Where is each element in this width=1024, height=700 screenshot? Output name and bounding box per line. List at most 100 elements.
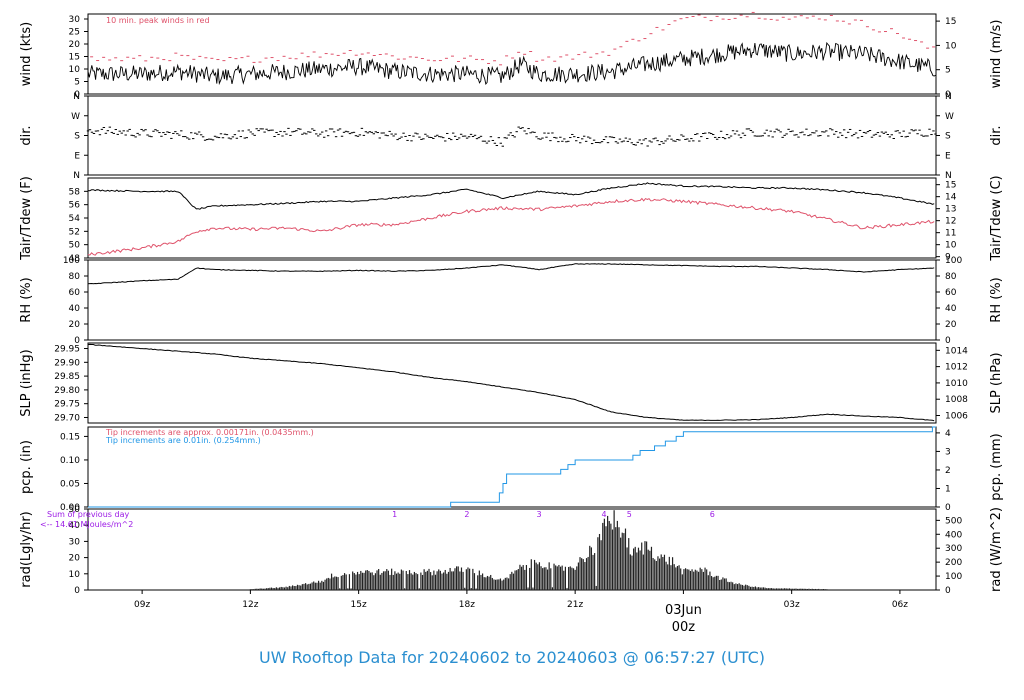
y-tick-label: 20 xyxy=(69,320,81,330)
y-tick-label-right: 100 xyxy=(945,572,962,582)
series-wind-line xyxy=(87,41,936,86)
panel-frame xyxy=(87,426,937,508)
y-tick-label-right: 15 xyxy=(945,181,956,191)
y-tick-label-right: 15 xyxy=(945,17,956,27)
pcp-annotation: Tip increments are 0.01in. (0.254mm.) xyxy=(105,436,261,445)
x-tick-label: 21z xyxy=(567,600,583,610)
rad-marker-label: 5 xyxy=(627,510,632,519)
y-tick-label-right: 3 xyxy=(945,447,951,457)
y-tick-label: 40 xyxy=(69,304,81,314)
y-tick-label-right: 0 xyxy=(945,336,951,346)
y-tick-label: 48 xyxy=(69,254,81,264)
series-tair-line xyxy=(87,182,935,210)
wind-annotation: 10 min. peak winds in red xyxy=(106,16,210,25)
y-tick-label-right: 40 xyxy=(945,304,957,314)
y-axis-title-right: pcp. (mm) xyxy=(989,433,1004,500)
y-tick-label: 0.15 xyxy=(60,432,80,442)
y-tick-label-right: 4 xyxy=(945,429,951,439)
y-tick-label: S xyxy=(74,132,80,142)
x-tick-label: 06z xyxy=(892,600,908,610)
x-day-label: 00z xyxy=(672,620,696,635)
y-tick-label-right: 12 xyxy=(945,217,956,227)
y-tick-label: 58 xyxy=(69,187,81,197)
rad-marker-label: 6 xyxy=(710,510,715,519)
y-tick-label: 25 xyxy=(69,28,80,38)
y-tick-label-right: 1 xyxy=(945,484,951,494)
x-tick-label: 12z xyxy=(242,600,258,610)
y-tick-label: 0.00 xyxy=(60,503,80,513)
rad-annotation: <-- 14.61 MJoules/m^2 xyxy=(40,520,133,529)
x-tick-label: 09z xyxy=(134,600,150,610)
y-tick-label: 54 xyxy=(69,214,81,224)
y-tick-label: 30 xyxy=(69,15,81,25)
y-tick-label-right: 10 xyxy=(945,241,957,251)
y-tick-label-right: 1012 xyxy=(945,363,968,373)
panel-temp: 48 50 52 54 56 58 9 10 11 12 13 14 15 Tair/Tdew (F) Ta… xyxy=(19,175,1004,264)
y-tick-label: 20 xyxy=(69,40,81,50)
y-tick-label: 29.95 xyxy=(54,345,80,355)
y-tick-label: 29.85 xyxy=(54,372,80,382)
series-tdew-line xyxy=(87,197,935,256)
panel-frame xyxy=(87,259,937,341)
y-tick-label-right: 400 xyxy=(945,530,962,540)
y-tick-label: 80 xyxy=(69,272,81,282)
y-tick-label: 30 xyxy=(69,537,81,547)
y-tick-label: 60 xyxy=(69,288,81,298)
y-tick-label: W xyxy=(71,112,80,122)
x-tick-label: 15z xyxy=(351,600,367,610)
y-axis-title-right: wind (m/s) xyxy=(989,20,1004,89)
y-tick-label-right: 2 xyxy=(945,466,951,476)
y-axis-title-right: Tair/Tdew (C) xyxy=(989,175,1004,261)
y-axis-title: SLP (inHg) xyxy=(19,349,34,417)
y-tick-label: 40 xyxy=(69,521,81,531)
y-tick-label-right: 13 xyxy=(945,205,956,215)
panel-rh: 0 20 40 60 80 100 0 20 40 60 80 100 RH (%) RH (%) xyxy=(19,256,1004,346)
y-tick-label-right: 1010 xyxy=(945,379,968,389)
y-tick-label: 10 xyxy=(69,65,81,75)
y-axis-title: dir. xyxy=(19,125,34,145)
x-tick-label: 18z xyxy=(459,600,475,610)
y-tick-label: 29.70 xyxy=(54,413,80,423)
y-tick-label-right: 1008 xyxy=(945,395,968,405)
y-tick-label-right: 10 xyxy=(945,41,957,51)
y-tick-label-right: 11 xyxy=(945,229,956,239)
y-tick-label-right: 60 xyxy=(945,288,957,298)
y-axis-title: Tair/Tdew (F) xyxy=(19,176,34,261)
y-tick-label: 29.75 xyxy=(54,400,80,410)
y-tick-label: N xyxy=(73,171,80,181)
series-pcp-line xyxy=(88,426,936,508)
y-tick-label: 0 xyxy=(74,586,80,596)
y-tick-label: 56 xyxy=(69,201,81,211)
y-axis-title-right: RH (%) xyxy=(989,277,1004,322)
series-rh-line xyxy=(87,263,935,285)
y-tick-label-right: 0 xyxy=(945,503,951,513)
y-tick-label: 0 xyxy=(74,336,80,346)
y-tick-label-right: 500 xyxy=(945,516,962,526)
y-tick-label-right: 300 xyxy=(945,544,962,554)
y-tick-label-right: N xyxy=(945,92,952,102)
y-tick-label: 29.90 xyxy=(54,358,80,368)
rad-marker-label: 1 xyxy=(392,510,397,519)
y-tick-label: 0.05 xyxy=(60,479,80,489)
rad-marker-label: 2 xyxy=(464,510,469,519)
y-axis-title-right: dir. xyxy=(989,125,1004,145)
y-tick-label: 0 xyxy=(74,90,80,100)
rad-marker-label: 3 xyxy=(537,510,542,519)
panel-frame xyxy=(87,13,937,95)
footer-title: UW Rooftop Data for 20240602 to 20240603… xyxy=(258,648,766,667)
y-tick-label: 100 xyxy=(63,256,80,266)
y-tick-label-right: S xyxy=(945,132,951,142)
y-axis-title: RH (%) xyxy=(19,277,34,322)
series-slp-line xyxy=(87,343,935,422)
y-axis-title-right: SLP (hPa) xyxy=(989,352,1004,413)
panel-wind: 0 5 10 15 20 25 30 0 5 10 15 wind (kts) wind (m/s) 10… xyxy=(19,11,1004,100)
x-day-label: 03Jun xyxy=(665,603,702,618)
y-tick-label-right: W xyxy=(945,112,954,122)
panel-slp: 29.70 29.75 29.80 29.85 29.90 29.95 1006 1008 10… xyxy=(19,342,1004,424)
y-tick-label: 10 xyxy=(69,570,81,580)
y-axis-title: rad(Lgly/hr) xyxy=(19,511,34,587)
y-tick-label-right: E xyxy=(945,151,951,161)
y-tick-label: N xyxy=(73,92,80,102)
